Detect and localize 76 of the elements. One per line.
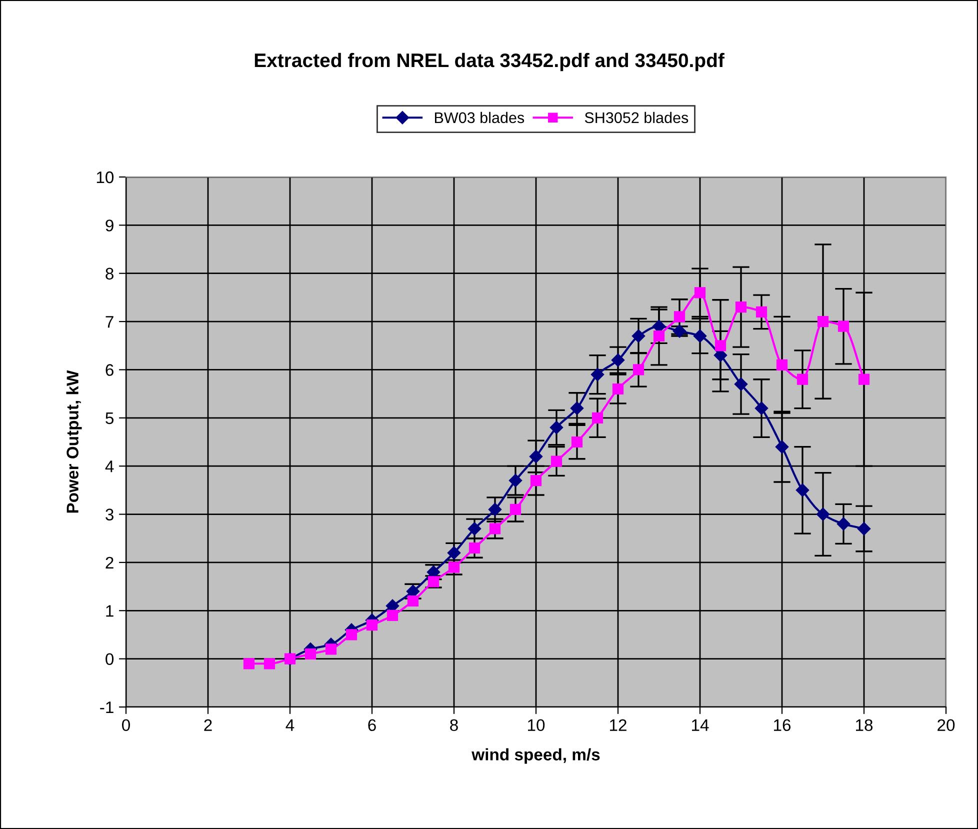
point [776,359,788,370]
y-tick-label: 8 [106,268,114,280]
point [775,440,789,454]
point [550,420,564,434]
point [346,629,358,640]
y-tick-label: 6 [106,364,114,376]
x-tick-label: 4 [286,719,294,731]
x-tick-label: 10 [528,719,545,732]
point [632,364,644,376]
point [714,340,726,352]
y-tick-label: 7 [106,316,114,328]
x-tick-label: 8 [450,719,458,732]
point [243,658,255,670]
point [611,354,625,367]
point [816,508,830,521]
point [570,402,584,415]
y-tick-label: 5 [106,412,114,424]
point [447,546,461,560]
x-tick-label: 12 [610,719,626,731]
point [612,383,624,395]
x-tick-label: 2 [204,719,212,731]
x-tick-label: 14 [692,719,709,731]
point [735,302,747,313]
point [674,311,686,322]
point [592,412,604,424]
point [693,329,707,343]
x-tick-label: 18 [856,719,873,732]
point [857,522,871,536]
point [653,330,665,342]
point [590,368,604,382]
legend-label: SH3052 blades [584,112,688,124]
point [858,374,870,385]
point [817,316,829,328]
point [264,658,276,670]
point [428,576,440,588]
point [672,324,686,338]
point [488,502,502,516]
point [754,402,768,415]
point [836,517,850,530]
point [366,620,378,631]
point [386,610,398,622]
y-tick-label: 3 [106,508,114,520]
y-tick-label: 1 [106,605,114,617]
point [796,374,808,385]
y-tick-label: 4 [105,460,114,472]
point [756,306,768,318]
point [838,320,850,332]
point [694,287,706,298]
point [529,450,543,464]
point [468,522,482,536]
y-tick-label: 0 [106,653,114,666]
point [468,542,480,554]
x-tick-label: 20 [938,719,955,732]
point [550,456,562,467]
point [325,644,337,655]
y-tick-label: 10 [96,171,114,184]
legend-label: BW03 blades [435,112,524,124]
x-axis-title: wind speed, m/s [472,748,600,764]
point [796,484,810,497]
point [407,595,419,607]
y-axis-title: Power Output, kW [66,370,82,513]
point [510,504,522,516]
point [571,436,583,448]
point [632,329,646,343]
y-tick-label: 2 [106,556,114,568]
point [304,648,316,660]
point [530,474,542,486]
chart-title: Extracted from NREL data 33452.pdf and 33450.pdf [254,52,724,72]
x-tick-label: 16 [774,719,791,732]
x-tick-label: 0 [122,719,130,732]
y-tick-label: 9 [106,220,114,232]
point [489,523,501,534]
point [734,378,748,391]
point [508,474,522,488]
x-tick-label: 6 [368,719,376,732]
y-tick-label: -1 [100,702,114,714]
